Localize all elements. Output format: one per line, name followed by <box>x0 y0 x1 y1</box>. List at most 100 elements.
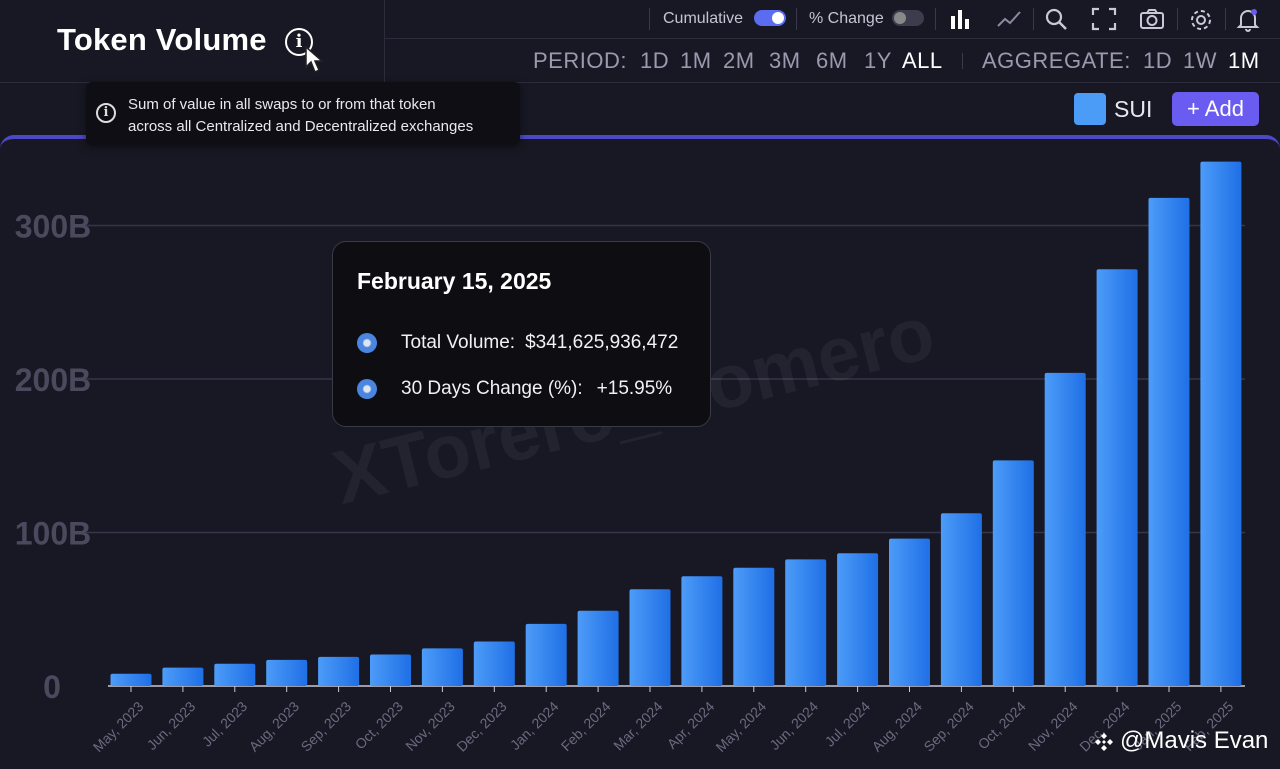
x-tick-label: Jun, 2023 <box>144 698 199 753</box>
period-option[interactable]: 3M <box>769 48 801 73</box>
period-label: PERIOD: <box>533 48 627 73</box>
tooltip-row-change: 30 Days Change (%): +15.95% <box>357 378 672 400</box>
camera-icon[interactable] <box>1138 6 1166 32</box>
bar[interactable] <box>525 623 567 686</box>
bar[interactable] <box>421 648 463 686</box>
x-tick-label: Sep, 2024 <box>920 698 977 755</box>
y-tick-label: 200B <box>15 362 92 398</box>
bell-icon[interactable] <box>1235 6 1261 34</box>
legend-series-label: SUI <box>1114 96 1153 122</box>
pct-change-toggle[interactable] <box>892 10 924 26</box>
series-dot-icon <box>357 332 377 353</box>
bar[interactable] <box>785 559 827 686</box>
bar[interactable] <box>318 656 360 686</box>
bar[interactable] <box>370 654 411 686</box>
bar[interactable] <box>577 610 619 686</box>
bar[interactable] <box>681 576 723 686</box>
line-chart-icon[interactable] <box>995 6 1023 32</box>
bar[interactable] <box>629 589 671 686</box>
tooltip-date: February 15, 2025 <box>357 268 552 294</box>
bar[interactable] <box>889 538 930 686</box>
divider <box>935 8 936 30</box>
info-icon: i <box>96 103 116 123</box>
y-tick-label: 0 <box>43 669 61 705</box>
add-series-button[interactable]: + Add <box>1172 92 1259 126</box>
x-tick-label: Aug, 2023 <box>246 698 303 755</box>
x-tick-label: Jan, 2024 <box>507 698 562 753</box>
period-option-selected[interactable]: ALL <box>902 48 943 73</box>
x-tick-label: Mar, 2024 <box>610 698 665 753</box>
x-tick-label: Oct, 2024 <box>975 698 1029 752</box>
binance-logo-icon <box>1095 732 1113 751</box>
period-bar: PERIOD: 1D 1M 2M 3M 6M 1Y ALL AGGREGATE:… <box>385 39 1280 82</box>
bar[interactable] <box>1200 161 1242 687</box>
x-tick-label: Jul, 2024 <box>822 698 874 750</box>
info-tooltip-line: across all Centralized and Decentralized… <box>128 118 474 135</box>
gear-icon[interactable] <box>1187 6 1215 34</box>
bar[interactable] <box>837 553 879 686</box>
divider <box>796 8 797 30</box>
bar[interactable] <box>266 659 308 686</box>
bar[interactable] <box>110 673 152 686</box>
tooltip-row-volume: Total Volume: $341,625,936,472 <box>357 332 678 354</box>
divider <box>1225 8 1226 30</box>
y-tick-label: 300B <box>15 208 92 244</box>
cumulative-label: Cumulative <box>663 10 744 27</box>
bar[interactable] <box>162 667 204 686</box>
top-bar: Token Volume i Cumulative % Change <box>0 0 1280 83</box>
y-tick-label: 100B <box>15 515 92 551</box>
info-tooltip: i Sum of value in all swaps to or from t… <box>86 82 520 145</box>
info-tooltip-line: Sum of value in all swaps to or from tha… <box>128 96 436 113</box>
x-tick-label: Aug, 2024 <box>869 698 926 755</box>
divider <box>962 53 963 69</box>
title-box: Token Volume i <box>0 0 385 82</box>
y-axis: 0 100B 200B 300B <box>15 208 92 705</box>
pct-change-label: % Change <box>809 10 884 27</box>
period-option[interactable]: 6M <box>816 48 848 73</box>
divider <box>649 8 650 30</box>
info-tooltip-text: Sum of value in all swaps to or from tha… <box>128 94 473 138</box>
x-tick-label: Jun, 2024 <box>766 698 821 753</box>
period-option[interactable]: 1D <box>640 48 670 73</box>
x-tick-label: Oct, 2023 <box>352 698 406 752</box>
cursor-icon <box>305 45 324 74</box>
x-tick-label: May, 2024 <box>712 698 769 755</box>
bar[interactable] <box>992 460 1034 686</box>
bar[interactable] <box>1044 372 1086 686</box>
page-title: Token Volume <box>57 22 267 57</box>
bars <box>110 161 1242 687</box>
aggregate-option[interactable]: 1W <box>1183 48 1217 73</box>
tooltip-value: +15.95% <box>596 378 673 399</box>
bar[interactable] <box>1148 197 1190 686</box>
x-tick-label: Nov, 2023 <box>402 698 458 754</box>
x-tick-label: Apr, 2024 <box>664 698 718 752</box>
cumulative-toggle[interactable] <box>754 10 786 26</box>
x-tick-label: Feb, 2024 <box>558 698 614 754</box>
fullscreen-icon[interactable] <box>1090 6 1118 32</box>
divider <box>1033 8 1034 30</box>
info-icon[interactable]: i <box>285 28 313 56</box>
data-tooltip: February 15, 2025 Total Volume: $341,625,… <box>332 241 711 427</box>
bar-chart-icon[interactable] <box>948 6 974 32</box>
toolbar: Cumulative % Change <box>385 0 1280 39</box>
aggregate-option-selected[interactable]: 1M <box>1228 48 1260 73</box>
x-tick-label: May, 2023 <box>90 698 147 755</box>
bar[interactable] <box>1096 269 1138 686</box>
bar[interactable] <box>214 663 256 686</box>
bar[interactable] <box>733 567 775 686</box>
aggregate-label: AGGREGATE: <box>982 48 1131 73</box>
tooltip-label: 30 Days Change (%): <box>401 378 583 399</box>
bar[interactable] <box>940 513 982 686</box>
x-tick-label: Dec, 2023 <box>453 698 510 755</box>
bar[interactable] <box>473 641 515 686</box>
search-icon[interactable] <box>1043 6 1069 32</box>
tooltip-label: Total Volume: <box>401 332 516 353</box>
aggregate-option[interactable]: 1D <box>1143 48 1173 73</box>
series-dot-icon <box>357 378 377 399</box>
watermark-corner-text: @Mavis Evan <box>1120 727 1269 754</box>
period-option[interactable]: 1M <box>680 48 712 73</box>
period-option[interactable]: 1Y <box>864 48 892 73</box>
legend-swatch[interactable] <box>1074 93 1106 125</box>
period-option[interactable]: 2M <box>723 48 755 73</box>
